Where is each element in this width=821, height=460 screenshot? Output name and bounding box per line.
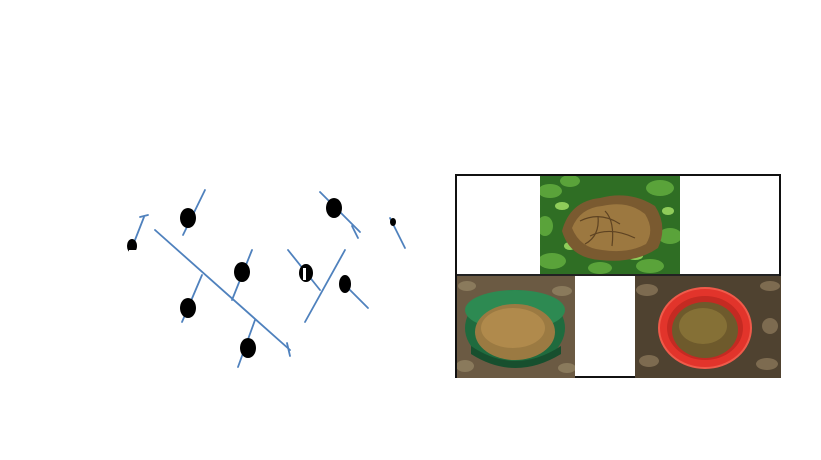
panel-divider <box>457 274 779 276</box>
dung-in-red-basin-photo <box>635 276 781 378</box>
branching-network-diagram <box>127 189 406 368</box>
branch-line <box>304 249 346 323</box>
node-dot <box>127 239 137 253</box>
node-dot <box>180 208 196 228</box>
branch-line <box>139 214 149 218</box>
photo-panel <box>455 174 781 378</box>
trunk-line <box>154 229 291 351</box>
node-dot <box>339 275 351 293</box>
node-dot <box>180 298 196 318</box>
node-dot <box>234 262 250 282</box>
node-dot <box>240 338 256 358</box>
node-dot <box>326 198 342 218</box>
node-dot <box>390 218 396 226</box>
branch-line <box>349 289 369 309</box>
branch-line <box>351 225 359 239</box>
dung-on-vegetation-photo <box>540 176 680 274</box>
trunk-end-tick <box>286 342 291 357</box>
branch-line <box>134 216 145 241</box>
dung-in-green-basin-photo <box>457 276 575 378</box>
